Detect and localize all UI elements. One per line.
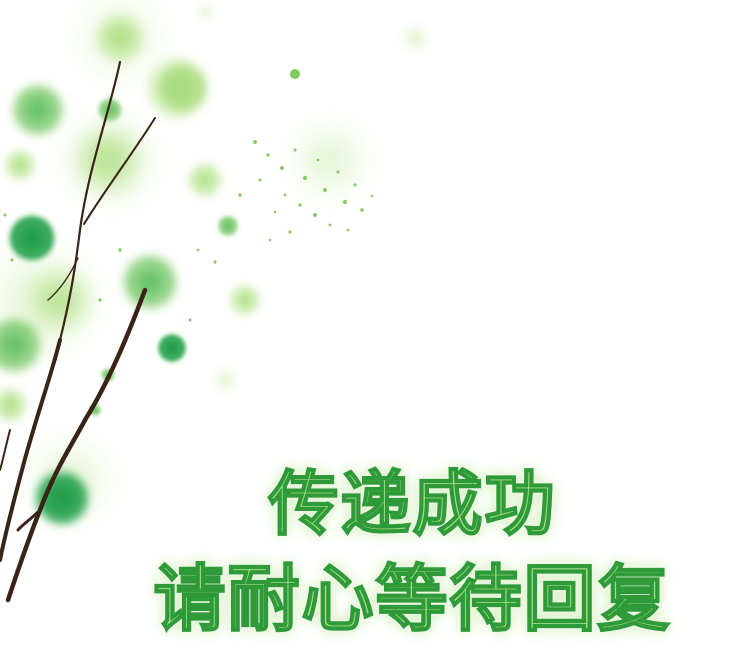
wait-reply-message: 请耐心等待回复 <box>152 556 672 642</box>
speckle-dots <box>3 140 374 322</box>
leaf-blobs <box>0 0 433 528</box>
tree-branches <box>0 60 156 603</box>
success-title: 传递成功 <box>268 462 557 546</box>
